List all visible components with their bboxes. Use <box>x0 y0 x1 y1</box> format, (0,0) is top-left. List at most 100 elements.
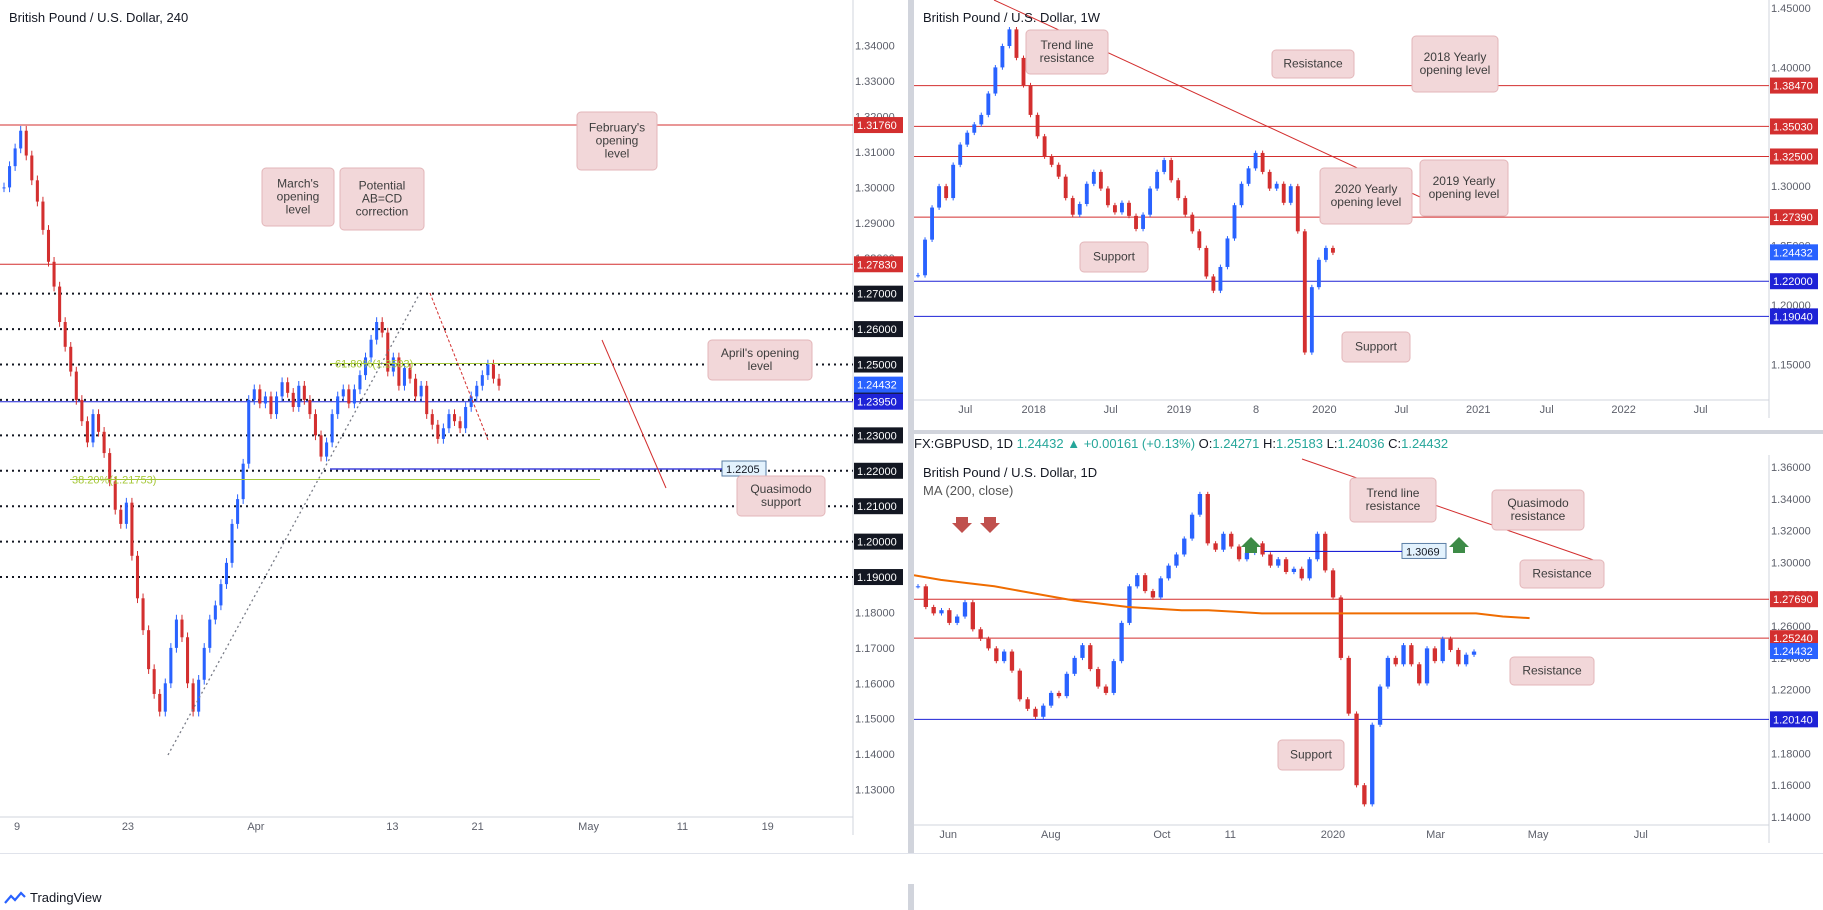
candle-body <box>252 389 256 400</box>
annotation-text: Support <box>1290 748 1333 762</box>
level-price-label: 1.35030 <box>1773 121 1813 133</box>
candle-body <box>1158 578 1163 598</box>
candle-body <box>497 378 501 386</box>
level-price-tag <box>1770 308 1818 325</box>
candle-body <box>1393 657 1398 665</box>
horizontal-panel-divider[interactable] <box>914 430 1823 434</box>
annotation-text: March's <box>277 177 319 191</box>
level-price-label: 1.25000 <box>857 360 897 372</box>
level-price-label: 1.27830 <box>857 259 897 271</box>
level-price-label: 1.20140 <box>1773 714 1813 726</box>
level-price-label: 1.22000 <box>1773 276 1813 288</box>
current-price-tag <box>1770 244 1818 261</box>
low-label: L: <box>1326 436 1338 451</box>
candle-body <box>1119 622 1124 662</box>
candle-body <box>1098 171 1103 189</box>
candle-body <box>1176 180 1181 199</box>
candle-body <box>1288 186 1293 203</box>
candle-body <box>972 124 977 133</box>
candle-body <box>341 389 345 397</box>
projection-arrow <box>601 339 667 489</box>
w1-chart-svg[interactable]: 1.450001.400001.350001.300001.250001.200… <box>914 0 1823 430</box>
candle-body <box>135 555 140 599</box>
annotation-text: Quasimodo <box>1507 496 1569 510</box>
candle-body <box>336 396 340 415</box>
arrow-up-icon <box>1241 537 1261 553</box>
candle-body <box>1056 692 1062 697</box>
price-marker-label: 1.2205 <box>726 464 760 476</box>
candle-body <box>979 114 984 125</box>
candle-body <box>74 371 78 400</box>
weekly-chart-panel[interactable]: 1.450001.400001.350001.300001.250001.200… <box>914 0 1823 430</box>
candle-body <box>1183 198 1188 215</box>
candle-body <box>1211 276 1216 291</box>
candle-body <box>1017 670 1022 700</box>
x-tick-label: 21 <box>472 821 484 833</box>
candle-body <box>319 435 323 457</box>
candle-body <box>1127 202 1131 216</box>
candle-body <box>1021 57 1026 86</box>
candle-body <box>224 562 229 585</box>
candle-body <box>391 357 395 372</box>
x-tick-label: 8 <box>1253 404 1259 416</box>
candle-body <box>447 414 451 429</box>
h4-chart-svg[interactable]: 1.340001.330001.320001.310001.300001.290… <box>0 0 908 853</box>
h4-chart-panel[interactable]: 1.340001.330001.320001.310001.300001.290… <box>0 0 908 853</box>
candle-body <box>291 392 295 408</box>
close-label: C: <box>1388 436 1402 451</box>
symbol-label[interactable]: FX:GBPUSD, 1D <box>914 436 1013 451</box>
annotation-box <box>1419 159 1509 217</box>
y-tick-label: 1.34000 <box>1771 494 1811 506</box>
level-price-tag <box>854 321 903 338</box>
low-value: 1.24036 <box>1337 436 1385 451</box>
y-tick-label: 1.34000 <box>855 41 895 53</box>
candle-body <box>1080 645 1085 658</box>
candle-body <box>63 322 67 347</box>
x-tick-label: Jul <box>1104 404 1118 416</box>
candle-body <box>1417 664 1422 684</box>
candle-body <box>1362 785 1367 805</box>
candle-body <box>1025 699 1030 709</box>
annotation-box <box>261 167 335 227</box>
price-marker-label: 1.3069 <box>1406 546 1440 558</box>
indicator-label[interactable]: MA (200, close) <box>923 483 1014 498</box>
annotation-text: opening <box>277 190 320 204</box>
vertical-panel-divider[interactable] <box>908 0 914 910</box>
annotation-text: opening level <box>1429 187 1500 201</box>
annotation-callout: Support <box>1277 739 1345 771</box>
level-price-tag <box>1770 77 1818 94</box>
fib-level-label: 61.80%(1.2503) <box>335 358 413 370</box>
candle-body <box>174 619 178 648</box>
annotation-box <box>1509 656 1595 686</box>
candle-body <box>1162 160 1167 172</box>
candle-body <box>1174 554 1179 566</box>
candle-body <box>475 385 479 397</box>
x-tick-label: Mar <box>1426 829 1445 841</box>
annotation-text: Resistance <box>1283 57 1343 71</box>
y-tick-label: 1.29000 <box>855 218 895 230</box>
candle-body <box>152 669 156 694</box>
candle-body <box>1105 188 1110 206</box>
candle-body <box>1409 645 1414 665</box>
candle-body <box>35 180 39 202</box>
x-tick-label: 2020 <box>1312 404 1336 416</box>
d1-chart-svg[interactable]: 1.360001.340001.320001.300001.280001.260… <box>914 455 1823 853</box>
candle-body <box>141 598 145 631</box>
chart-title: British Pound / U.S. Dollar, 240 <box>9 10 189 25</box>
candle-body <box>363 357 368 376</box>
y-tick-label: 1.13000 <box>855 785 895 797</box>
level-price-tag <box>1770 209 1818 226</box>
candle-body <box>1142 575 1148 592</box>
candle-body <box>197 679 201 712</box>
candle-body <box>1331 247 1335 253</box>
arrow-down-icon <box>980 517 1000 533</box>
candle-body <box>1009 651 1015 671</box>
candle-body <box>1033 708 1038 717</box>
annotation-text: Resistance <box>1532 567 1592 581</box>
candle-body <box>191 683 195 712</box>
daily-chart-panel[interactable]: 1.360001.340001.320001.300001.280001.260… <box>914 455 1823 853</box>
candle-body <box>46 229 51 262</box>
